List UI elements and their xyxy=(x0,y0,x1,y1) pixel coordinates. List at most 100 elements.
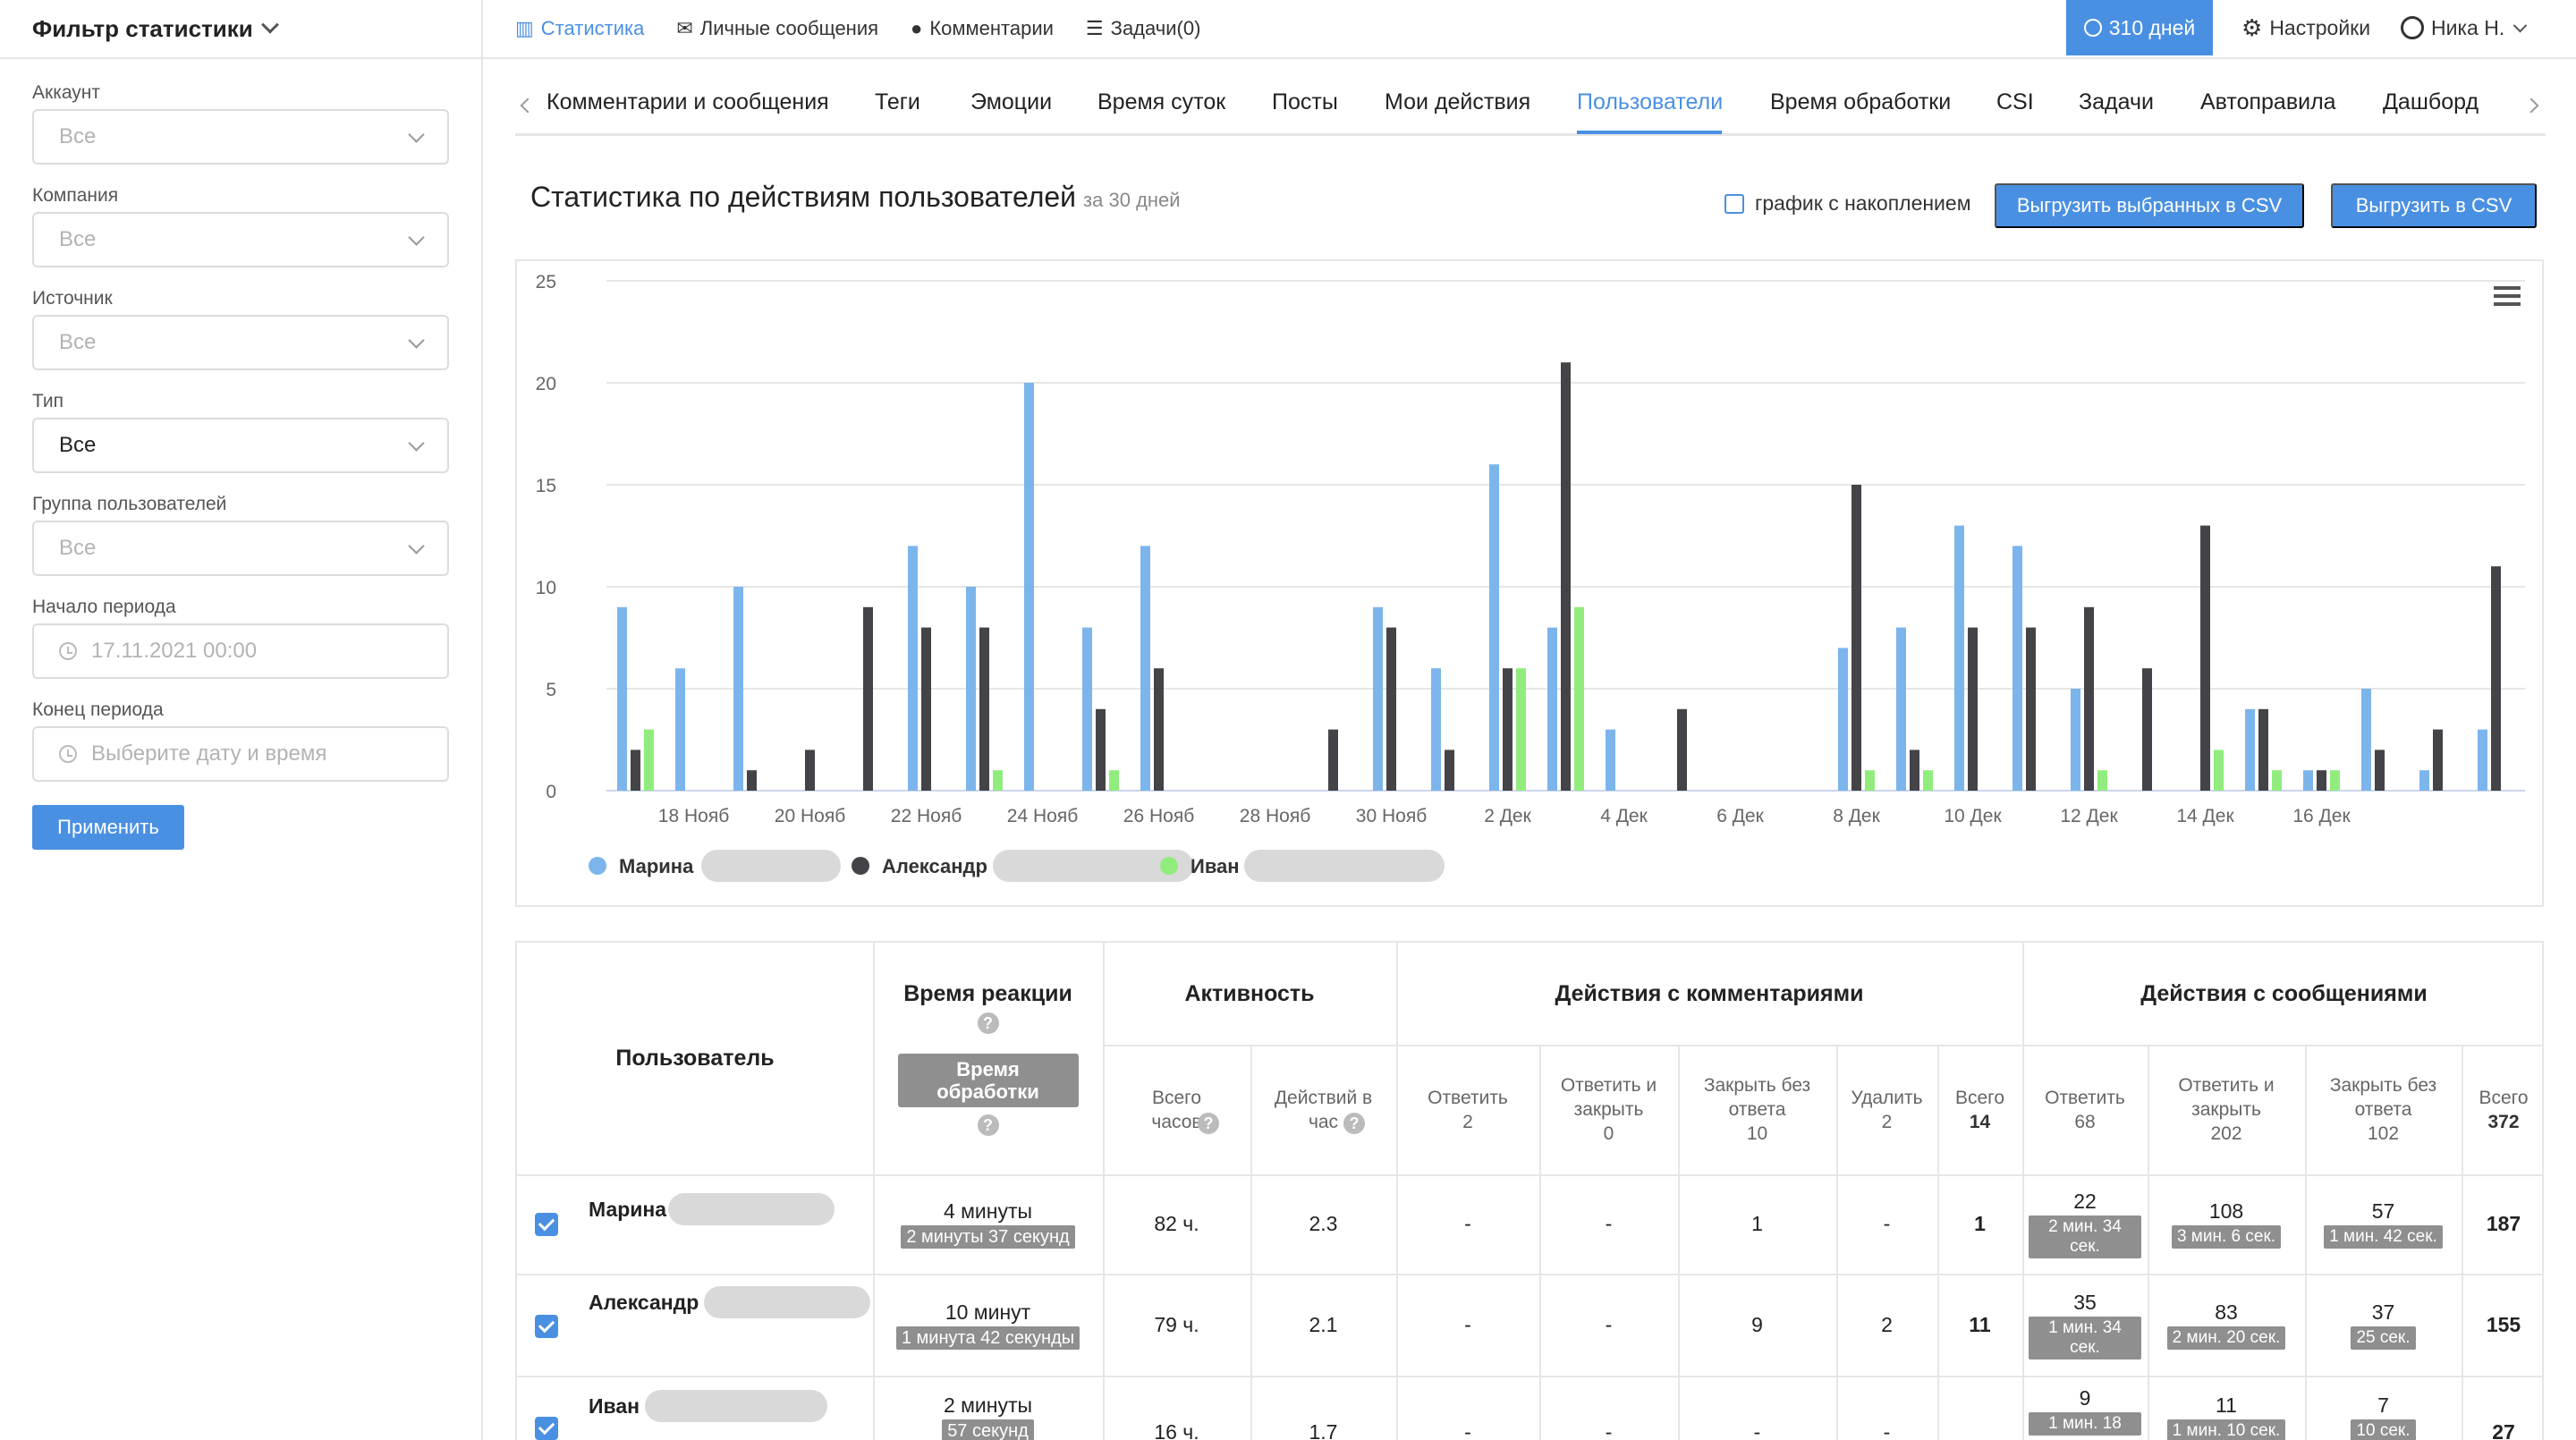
message-actions-header-text: Действия с сообщениями xyxy=(2140,980,2428,1006)
redacted-surname xyxy=(645,1390,828,1422)
chart-menu-icon[interactable] xyxy=(2494,286,2521,310)
settings-button[interactable]: ⚙ Настройки xyxy=(2241,0,2370,55)
reaction-cell: 2 минуты 57 секунд xyxy=(873,1376,1103,1440)
chart-bar xyxy=(2272,770,2282,791)
export-csv-button[interactable]: Выгрузить в CSV xyxy=(2331,183,2537,228)
processing-time-button[interactable]: Время обработки xyxy=(897,1054,1079,1107)
source-value: Все xyxy=(59,330,97,354)
filter-title[interactable]: Фильтр статистики xyxy=(0,0,481,59)
user-column-header: Пользователь xyxy=(517,943,873,1174)
c-total-cell: 1 xyxy=(1974,1212,1986,1235)
period-end-input[interactable]: Выберите дату и время xyxy=(32,726,449,782)
m-reply-cell: 9 1 мин. 18 xyxy=(2022,1376,2148,1440)
source-select[interactable]: Все xyxy=(32,315,449,370)
cumulative-toggle[interactable]: график с накоплением xyxy=(1724,191,1971,216)
comment-actions-header-text: Действия с комментариями xyxy=(1555,980,1864,1006)
tab-processing-time[interactable]: Время обработки xyxy=(1770,89,1952,114)
nav-tasks[interactable]: ☰ Задачи(0) xyxy=(1086,17,1201,40)
x-tick-label: 24 Нояб xyxy=(1007,806,1078,826)
tab-dashboard[interactable]: Дашборд xyxy=(2383,89,2479,114)
type-select[interactable]: Все xyxy=(32,418,449,473)
tab-autorules[interactable]: Автоправила xyxy=(2200,89,2336,114)
c-reply-header: Ответить 2 xyxy=(1396,1045,1539,1174)
x-tick-label: 28 Нояб xyxy=(1240,806,1310,826)
help-icon[interactable]: ? xyxy=(977,1114,999,1136)
m-close-value: 37 xyxy=(2371,1300,2395,1324)
chart-bar xyxy=(644,729,654,791)
activity-header: Активность xyxy=(1103,943,1396,1045)
tab-emotions[interactable]: Эмоции xyxy=(970,89,1053,114)
tab-users[interactable]: Пользователи xyxy=(1577,89,1724,114)
m-total-label: Всего xyxy=(2479,1087,2529,1108)
total-hours-label: Всего часов xyxy=(1151,1087,1202,1132)
tab-my-actions[interactable]: Мои действия xyxy=(1385,89,1531,114)
row-checkbox[interactable] xyxy=(535,1417,558,1440)
nav-statistics[interactable]: ▥ Статистика xyxy=(515,17,644,40)
user-group-select[interactable]: Все xyxy=(32,521,449,576)
export-selected-csv-button[interactable]: Выгрузить выбранных в CSV xyxy=(1995,183,2304,228)
chevron-right-icon[interactable] xyxy=(2523,97,2539,114)
chevron-left-icon[interactable] xyxy=(520,97,536,114)
chart-bar xyxy=(2361,689,2371,791)
x-tick-label: 30 Нояб xyxy=(1356,806,1427,826)
company-select[interactable]: Все xyxy=(32,212,449,267)
gear-icon: ⚙ xyxy=(2241,13,2263,41)
m-reply-value: 9 xyxy=(2079,1386,2091,1410)
c-reply-close-label: Ответить и закрыть xyxy=(1560,1075,1657,1120)
help-icon[interactable]: ? xyxy=(1198,1113,1219,1134)
user-menu[interactable]: Ника Н. xyxy=(2401,0,2528,55)
users-actions-chart: 0 5 10 15 20 25 18 Нояб 20 Нояб 22 Нояб 24 Нояб 26… xyxy=(515,259,2544,907)
period-days-button[interactable]: 310 дней xyxy=(2066,0,2213,55)
tab-tasks[interactable]: Задачи xyxy=(2079,89,2154,114)
legend-redacted-pill xyxy=(1244,850,1445,882)
per-hour-cell: 2.1 xyxy=(1309,1312,1338,1336)
x-tick-label: 16 Дек xyxy=(2292,806,2351,826)
m-close-cell: 7 10 сек. xyxy=(2305,1376,2462,1440)
chart-bar xyxy=(2303,770,2313,791)
x-tick-label: 2 Дек xyxy=(1484,806,1531,826)
help-icon[interactable]: ? xyxy=(977,1012,999,1034)
y-tick-label: 20 xyxy=(536,374,556,394)
chevron-down-icon xyxy=(408,332,425,349)
active-tab-underline xyxy=(1577,131,1722,134)
x-tick-label: 6 Дек xyxy=(1716,806,1764,826)
tab-posts[interactable]: Посты xyxy=(1272,89,1338,114)
cumulative-checkbox[interactable] xyxy=(1724,193,1744,214)
tab-comments-messages[interactable]: Комментарии и сообщения xyxy=(547,89,829,114)
user-name-text: Иван xyxy=(589,1393,640,1418)
c-close-header: Закрыть без ответа 10 xyxy=(1678,1045,1836,1174)
tab-time-of-day[interactable]: Время суток xyxy=(1097,89,1226,114)
nav-comments[interactable]: ● Комментарии xyxy=(911,17,1054,40)
x-tick-label: 20 Нояб xyxy=(775,806,845,826)
users-stats-table: Пользователь Время реакции ? Время обраб… xyxy=(515,941,2544,1440)
period-start-value: 17.11.2021 00:00 xyxy=(91,639,258,663)
tab-csi[interactable]: CSI xyxy=(1996,89,2034,114)
cumulative-label: график с накоплением xyxy=(1755,191,1971,215)
y-tick-label: 15 xyxy=(536,476,556,496)
company-value: Все xyxy=(59,227,97,251)
chart-bar xyxy=(1386,627,1396,791)
m-close-time: 10 сек. xyxy=(2351,1419,2416,1440)
account-select[interactable]: Все xyxy=(32,109,449,165)
chart-bar xyxy=(979,627,989,791)
help-icon[interactable]: ? xyxy=(1343,1113,1365,1134)
chart-bar xyxy=(747,770,757,791)
period-start-input[interactable]: 17.11.2021 00:00 xyxy=(32,623,449,679)
chart-bar xyxy=(1516,668,1526,791)
row-checkbox[interactable] xyxy=(535,1315,558,1338)
apply-button[interactable]: Применить xyxy=(32,805,184,850)
chart-bar xyxy=(2330,770,2340,791)
c-delete-cell: - xyxy=(1883,1420,1891,1440)
chart-bar xyxy=(1503,668,1513,791)
user-group-field: Группа пользователей Все xyxy=(32,494,449,576)
m-total-cell: 187 xyxy=(2486,1212,2521,1235)
m-reply-close-time: 3 мин. 6 сек. xyxy=(2171,1225,2282,1249)
chart-bar xyxy=(1677,708,1687,791)
chart-bar xyxy=(1838,648,1848,791)
m-total-count: 372 xyxy=(2487,1111,2520,1132)
chart-bar xyxy=(1954,525,1964,791)
m-reply-time: 2 мин. 34 сек. xyxy=(2029,1216,2141,1258)
nav-messages[interactable]: ✉ Личные сообщения xyxy=(676,17,878,40)
tab-tags[interactable]: Теги xyxy=(875,89,920,114)
row-checkbox[interactable] xyxy=(535,1213,558,1236)
